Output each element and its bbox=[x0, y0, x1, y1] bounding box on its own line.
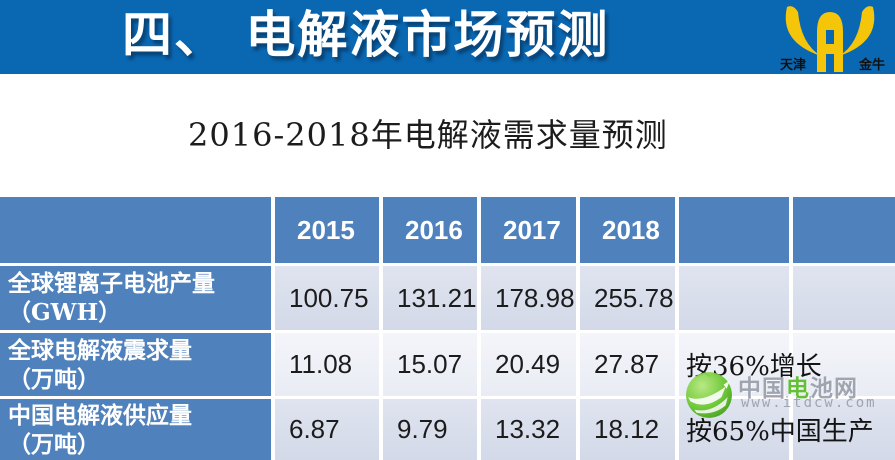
empty-cell bbox=[793, 399, 895, 460]
empty-header-cell bbox=[793, 197, 895, 263]
logo-text-jinniu: 金牛 bbox=[858, 58, 885, 73]
year-header-2015: 2015 bbox=[275, 197, 379, 263]
logo-text-tianjin: 天津 bbox=[780, 58, 807, 73]
row-label-electrolyte-demand: 全球电解液震求量 （万吨） bbox=[0, 333, 271, 396]
table-cell: 6.87 bbox=[275, 399, 379, 460]
year-header-2018: 2018 bbox=[580, 197, 675, 263]
empty-header-cell bbox=[679, 197, 789, 263]
row-label-battery-output: 全球锂离子电池产量 （GWH） bbox=[0, 266, 271, 330]
table-cell: 9.79 bbox=[383, 399, 477, 460]
row-label-china-supply: 中国电解液供应量 （万吨） bbox=[0, 399, 271, 460]
table-corner-cell bbox=[0, 197, 271, 263]
row-label-line2: （万吨） bbox=[8, 365, 100, 393]
table-title: 2016-2018年电解液需求量预测 bbox=[188, 116, 668, 154]
table-cell: 178.98 bbox=[481, 266, 576, 330]
table-cell: 15.07 bbox=[383, 333, 477, 396]
row-label-line1: 全球电解液震求量 bbox=[8, 336, 192, 364]
table-cell: 20.49 bbox=[481, 333, 576, 396]
table-cell: 13.32 bbox=[481, 399, 576, 460]
table-cell: 11.08 bbox=[275, 333, 379, 396]
bull-horns-icon bbox=[785, 6, 875, 72]
year-header-2017: 2017 bbox=[481, 197, 576, 263]
row-label-line2: （GWH） bbox=[8, 299, 122, 326]
table-cell: 27.87 bbox=[580, 333, 675, 396]
forecast-table: 2015 2016 2017 2018 全球锂离子电池产量 （GWH） 100.… bbox=[0, 197, 895, 460]
growth-note: 按36%增长 bbox=[679, 333, 822, 396]
slide-header-banner: 四、 电解液市场预测 天津 金牛 bbox=[0, 0, 895, 74]
row-label-line2: （万吨） bbox=[8, 430, 100, 458]
table-cell: 100.75 bbox=[275, 266, 379, 330]
company-logo: 天津 金牛 bbox=[771, 2, 889, 74]
production-note: 按65%中国生产 bbox=[679, 399, 874, 460]
slide-title: 四、 电解液市场预测 bbox=[122, 6, 610, 64]
table-cell: 18.12 bbox=[580, 399, 675, 460]
table-cell: 131.21 bbox=[383, 266, 477, 330]
row-label-line1: 全球锂离子电池产量 bbox=[8, 270, 215, 297]
year-header-2016: 2016 bbox=[383, 197, 477, 263]
empty-cell bbox=[679, 266, 789, 330]
table-cell: 255.78 bbox=[580, 266, 675, 330]
empty-cell bbox=[793, 333, 895, 396]
empty-cell bbox=[793, 266, 895, 330]
row-label-line1: 中国电解液供应量 bbox=[8, 401, 192, 429]
